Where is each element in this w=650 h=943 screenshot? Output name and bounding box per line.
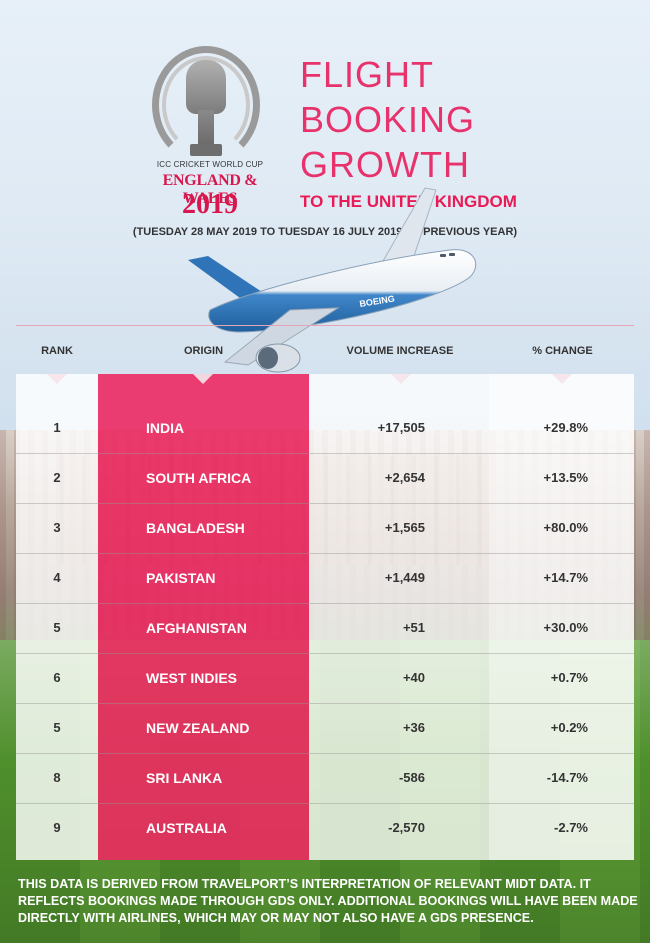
rank-cell: 4 — [53, 570, 61, 585]
origin-column-pointer — [193, 374, 213, 384]
change-cell: -2.7% — [554, 820, 588, 835]
change-cell: +14.7% — [543, 570, 588, 585]
volume-cell: -586 — [398, 770, 425, 785]
volume-column — [309, 374, 489, 860]
volume-column-pointer — [391, 374, 411, 384]
rank-cell: 6 — [53, 670, 61, 685]
change-cell: +0.2% — [550, 720, 588, 735]
title-line: FLIGHT — [300, 54, 435, 95]
table-row: 2 SOUTH AFRICA +2,654 +13.5% — [16, 453, 634, 503]
world-cup-logo: ICC CRICKET WORLD CUP ENGLAND & WALES 20… — [140, 40, 280, 220]
table-row: 8 SRI LANKA -586 -14.7% — [16, 753, 634, 803]
table-row: 4 PAKISTAN +1,449 +14.7% — [16, 553, 634, 603]
table-row: 1 INDIA +17,505 +29.8% — [16, 403, 634, 453]
volume-cell: +2,654 — [384, 470, 425, 485]
origin-cell: PAKISTAN — [146, 570, 216, 586]
row-divider — [16, 703, 634, 704]
trophy-icon — [186, 60, 226, 114]
volume-cell: +40 — [402, 670, 425, 685]
logo-event-name: ICC CRICKET WORLD CUP — [156, 160, 264, 169]
rank-cell: 2 — [53, 470, 61, 485]
origin-cell: SRI LANKA — [146, 770, 223, 786]
page-subtitle: TO THE UNITED KINGDOM — [300, 192, 517, 211]
row-divider — [16, 603, 634, 604]
column-header-change: % CHANGE — [532, 345, 593, 357]
origin-cell: SOUTH AFRICA — [146, 470, 252, 486]
change-column — [489, 374, 634, 860]
table-row: 6 WEST INDIES +40 +0.7% — [16, 653, 634, 703]
change-cell: +80.0% — [543, 520, 588, 535]
trophy-ring-icon — [152, 46, 260, 164]
row-divider — [16, 503, 634, 504]
column-header-rank: RANK — [41, 345, 73, 357]
trophy-stem-icon — [198, 110, 214, 146]
rank-cell: 5 — [53, 720, 61, 735]
trophy-inner-ring-icon — [162, 56, 250, 154]
volume-cell: -2,570 — [388, 820, 425, 835]
page-title: FLIGHT BOOKING GROWTH — [300, 52, 475, 187]
origin-column — [98, 374, 309, 860]
column-header-origin: ORIGIN — [183, 345, 224, 357]
table-row: 9 AUSTRALIA -2,570 -2.7% — [16, 803, 634, 853]
row-divider — [16, 453, 634, 454]
row-divider — [16, 653, 634, 654]
rank-cell: 9 — [53, 820, 61, 835]
change-cell: +30.0% — [543, 620, 588, 635]
origin-cell: INDIA — [146, 420, 185, 436]
rank-cell: 5 — [53, 620, 61, 635]
table-row: 5 NEW ZEALAND +36 +0.2% — [16, 703, 634, 753]
rank-cell: 1 — [53, 420, 61, 435]
logo-host-name: ENGLAND & WALES — [162, 172, 258, 207]
rank-cell: 8 — [53, 770, 61, 785]
change-cell: +29.8% — [543, 420, 588, 435]
row-divider — [16, 553, 634, 554]
title-line: BOOKING — [300, 99, 476, 140]
change-cell: +0.7% — [550, 670, 588, 685]
origin-cell: AUSTRALIA — [146, 820, 227, 836]
volume-cell: +1,449 — [384, 570, 425, 585]
rank-column — [16, 374, 98, 860]
row-divider — [16, 753, 634, 754]
volume-cell: +1,565 — [384, 520, 425, 535]
change-column-pointer — [552, 374, 572, 384]
origin-cell: NEW ZEALAND — [146, 720, 250, 736]
rankings-table: 1 INDIA +17,505 +29.8% 2 SOUTH AFRICA +2,654 +1… — [16, 374, 634, 860]
volume-cell: +36 — [402, 720, 425, 735]
header-divider — [16, 325, 634, 326]
origin-cell: BANGLADESH — [146, 520, 245, 536]
row-divider — [16, 803, 634, 804]
volume-cell: +17,505 — [377, 420, 425, 435]
title-line: GROWTH — [300, 144, 470, 185]
change-cell: +13.5% — [543, 470, 588, 485]
rank-column-pointer — [47, 374, 67, 384]
origin-cell: WEST INDIES — [146, 670, 238, 686]
table-row: 3 BANGLADESH +1,565 +80.0% — [16, 503, 634, 553]
rank-cell: 3 — [53, 520, 61, 535]
origin-cell: AFGHANISTAN — [146, 620, 247, 636]
change-cell: -14.7% — [546, 770, 588, 785]
column-header-volume: VOLUME INCREASE — [346, 345, 454, 357]
table-row: 5 AFGHANISTAN +51 +30.0% — [16, 603, 634, 653]
airplane-icon: BOEING — [188, 187, 477, 373]
trophy-base-icon — [190, 144, 222, 156]
volume-cell: +51 — [402, 620, 425, 635]
logo-year: 2019 — [182, 189, 238, 220]
footnote: THIS DATA IS DERIVED FROM TRAVELPORT’S I… — [18, 877, 638, 925]
